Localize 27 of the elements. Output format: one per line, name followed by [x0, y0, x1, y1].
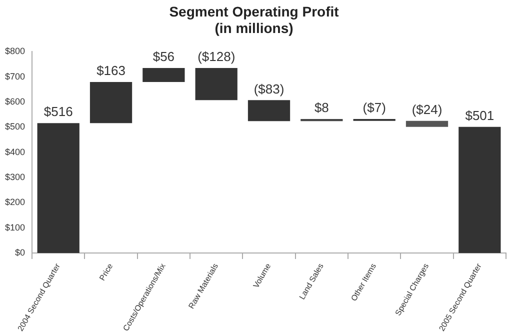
bar: [458, 126, 501, 253]
data-label: $56: [152, 49, 175, 64]
bar: [37, 123, 80, 253]
y-tick-label: $0: [15, 247, 26, 258]
y-tick-label: $200: [4, 197, 26, 208]
y-tick-label: $500: [4, 122, 26, 132]
data-label: $8: [314, 100, 329, 116]
y-tick-label: $100: [4, 222, 26, 232]
data-label: ($7): [362, 100, 386, 116]
data-label: $501: [465, 108, 494, 123]
y-tick-label: $300: [4, 172, 26, 182]
y-tick-label: $700: [4, 71, 26, 82]
y-tick-label: $600: [4, 96, 26, 106]
bar: [142, 68, 185, 82]
chart-subtitle: (in millions): [214, 20, 294, 36]
chart-title: Segment Operating Profit: [169, 3, 340, 20]
data-label: ($83): [254, 81, 284, 96]
y-tick-label: $400: [4, 146, 26, 157]
bar: [195, 68, 238, 100]
data-label: ($128): [198, 49, 236, 64]
data-label: $163: [96, 63, 126, 78]
bar: [90, 82, 132, 124]
data-label: $516: [44, 104, 73, 120]
bar: [248, 100, 290, 122]
y-tick-label: $800: [4, 46, 26, 56]
data-label: ($24): [412, 102, 442, 117]
bar: [406, 120, 448, 127]
